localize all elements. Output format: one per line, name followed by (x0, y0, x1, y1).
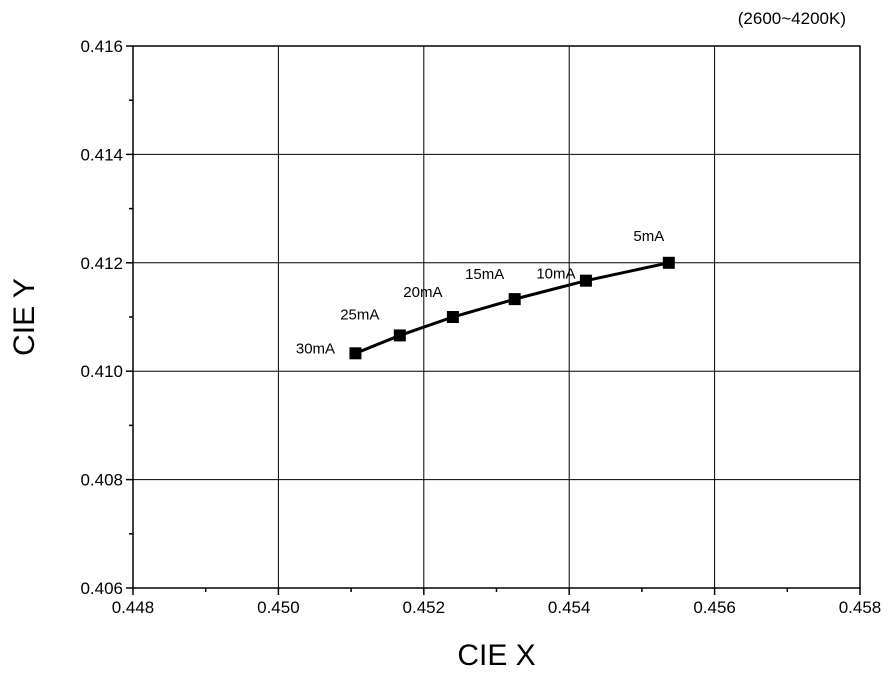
series-line (354, 261, 670, 355)
data-point-marker (579, 274, 592, 287)
x-tick-label: 0.452 (403, 598, 446, 617)
data-point-marker (662, 256, 675, 269)
y-tick-label: 0.406 (80, 579, 123, 598)
x-axis-title: CIE X (457, 639, 535, 672)
x-tick-label: 0.458 (839, 598, 882, 617)
point-labels: 5mA 10mA 15mA 20mA 25mA 30mA (296, 228, 664, 358)
data-point-label: 25mA (340, 306, 379, 323)
data-point-label: 20mA (403, 284, 442, 301)
data-point-marker (393, 329, 406, 342)
plot-frame (132, 45, 861, 589)
x-tick-label: 0.448 (112, 598, 155, 617)
temperature-range-annotation: (2600~4200K) (738, 9, 846, 28)
x-tick-label: 0.450 (257, 598, 300, 617)
gridlines (133, 46, 860, 588)
x-tick-label: 0.454 (548, 598, 591, 617)
y-tick-label: 0.408 (80, 471, 123, 490)
y-axis-title: CIE Y (8, 278, 41, 356)
axes: 0.448 0.450 0.452 0.454 0.456 0.458 0.406 0.408… (80, 37, 881, 617)
x-tick-label: 0.456 (693, 598, 736, 617)
data-point-label: 15mA (465, 266, 504, 283)
data-point-marker (349, 347, 362, 360)
data-point-marker (446, 311, 459, 323)
data-point-label: 10mA (536, 266, 575, 283)
data-point-label: 30mA (296, 340, 335, 357)
data-point-marker (508, 293, 521, 306)
y-tick-label: 0.410 (80, 362, 123, 381)
series-cie (349, 256, 675, 360)
y-tick-label: 0.414 (80, 145, 123, 164)
data-point-label: 5mA (633, 228, 664, 245)
y-tick-label: 0.416 (80, 37, 123, 56)
y-tick-label: 0.412 (80, 254, 123, 273)
